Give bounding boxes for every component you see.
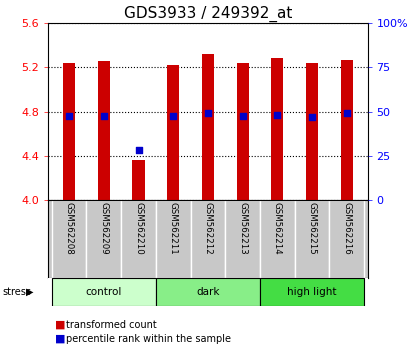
Text: GSM562208: GSM562208 <box>65 202 73 255</box>
Bar <box>52 278 156 306</box>
Point <box>205 110 211 115</box>
Bar <box>132 160 144 200</box>
Bar <box>306 63 318 200</box>
Bar <box>271 58 284 200</box>
Bar <box>225 200 260 278</box>
Text: GSM562215: GSM562215 <box>307 202 317 255</box>
Bar <box>156 200 191 278</box>
Bar <box>87 200 121 278</box>
Text: GSM562216: GSM562216 <box>342 202 351 255</box>
Bar <box>260 278 364 306</box>
Bar <box>121 200 156 278</box>
Text: high light: high light <box>287 287 337 297</box>
Point <box>309 114 315 120</box>
Bar <box>52 200 87 278</box>
Text: GSM562211: GSM562211 <box>169 202 178 255</box>
Bar <box>191 200 225 278</box>
Text: ■: ■ <box>55 320 65 330</box>
Text: transformed count: transformed count <box>66 320 157 330</box>
Bar <box>295 200 329 278</box>
Bar <box>329 200 364 278</box>
Point <box>66 113 73 119</box>
Point <box>170 113 176 119</box>
Text: GSM562212: GSM562212 <box>203 202 213 255</box>
Text: percentile rank within the sample: percentile rank within the sample <box>66 334 231 344</box>
Text: GSM562209: GSM562209 <box>99 202 108 255</box>
Bar <box>98 61 110 200</box>
Bar <box>236 63 249 200</box>
Bar <box>260 200 295 278</box>
Bar <box>156 278 260 306</box>
Point <box>343 110 350 115</box>
Text: stress: stress <box>2 287 31 297</box>
Bar <box>341 59 353 200</box>
Text: ■: ■ <box>55 334 65 344</box>
Point <box>239 113 246 119</box>
Bar <box>167 65 179 200</box>
Text: GSM562210: GSM562210 <box>134 202 143 255</box>
Text: dark: dark <box>196 287 220 297</box>
Point <box>274 112 281 118</box>
Bar <box>202 54 214 200</box>
Point <box>135 147 142 153</box>
Bar <box>63 63 75 200</box>
Text: ▶: ▶ <box>26 287 34 297</box>
Text: control: control <box>86 287 122 297</box>
Point <box>100 113 107 119</box>
Text: GSM562213: GSM562213 <box>238 202 247 255</box>
Text: GSM562214: GSM562214 <box>273 202 282 255</box>
Title: GDS3933 / 249392_at: GDS3933 / 249392_at <box>124 5 292 22</box>
